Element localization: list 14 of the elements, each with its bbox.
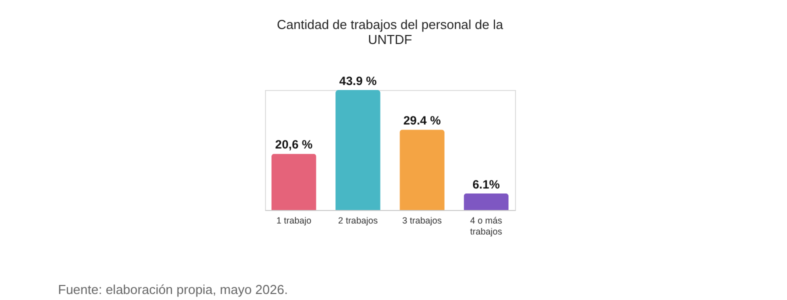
x-tick-label: 4 o más trabajos [470, 216, 503, 236]
x-tick-label: 3 trabajos [402, 216, 442, 226]
data-label: 43.9 % [339, 74, 377, 88]
data-label: 20,6 % [275, 138, 313, 152]
bar [271, 154, 316, 210]
bar [400, 130, 444, 210]
data-label: 6.1% [472, 177, 500, 192]
x-tick-label: 1 trabajo [276, 216, 312, 226]
source-note: Fuente: elaboración propia, mayo 2026. [58, 282, 288, 297]
bar [336, 90, 380, 210]
chart-title: Cantidad de trabajos del personal de la UNTDF [276, 17, 504, 47]
x-tick-label: 2 trabajos [338, 216, 378, 226]
bar [464, 193, 509, 210]
data-label: 29.4 % [403, 114, 442, 128]
